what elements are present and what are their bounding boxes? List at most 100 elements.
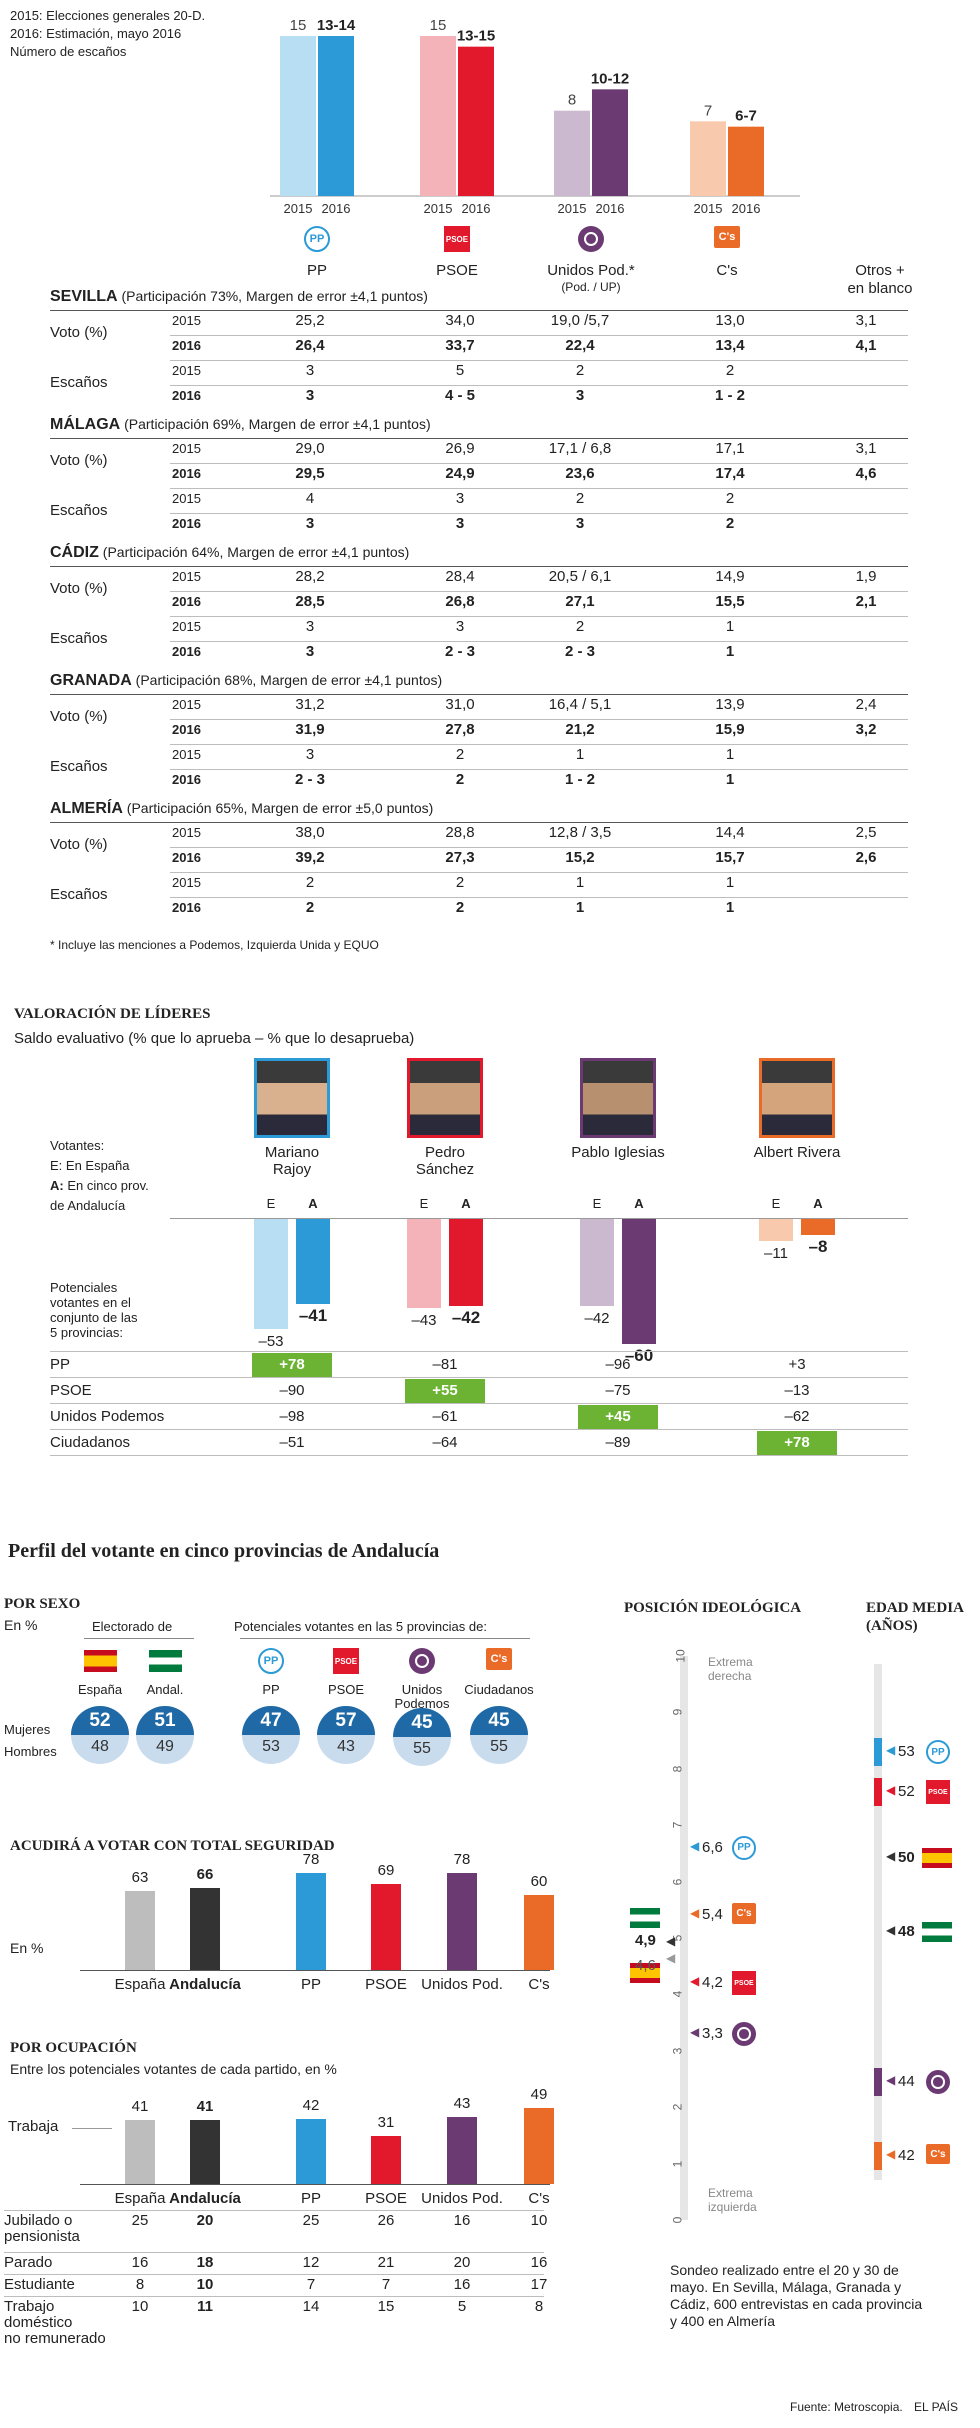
- table-cell: 2 - 3: [564, 643, 595, 660]
- table-cell: 17,1 / 6,8: [548, 440, 612, 457]
- leader-a-head: A: [634, 1196, 644, 1211]
- sexo-group-label: PSOE: [327, 1682, 365, 1697]
- ideo-top-label: derecha: [708, 1669, 752, 1683]
- leader-portrait-up: [580, 1058, 656, 1138]
- ideo-point-label: 4,9: [635, 1931, 656, 1949]
- ideo-marker: ◀: [690, 1838, 700, 1853]
- table-rule: [170, 513, 908, 514]
- seats-bar-2016-psoe: [458, 46, 494, 196]
- potentials-label: conjunto de las: [50, 1310, 138, 1325]
- ideo-top-label: Extrema: [708, 1655, 753, 1669]
- row-year: 2015: [172, 619, 201, 634]
- table-cell: 31,2: [295, 696, 325, 713]
- edad-point-label: 42: [898, 2147, 915, 2164]
- ocup-category: PP: [300, 2190, 321, 2207]
- ocup-bar: [190, 2120, 220, 2184]
- table-cell: 3: [305, 643, 315, 660]
- row-label-voto: Voto (%): [50, 452, 108, 469]
- edad-marker: ◀: [886, 2147, 896, 2161]
- table-cell: 1 - 2: [564, 771, 595, 788]
- ocup-cell: 15: [377, 2298, 395, 2315]
- leader-label-e-pp: –53: [258, 1333, 284, 1351]
- table-cell: 28,8: [445, 824, 475, 841]
- votar-bar: [125, 1891, 155, 1970]
- leaders-zero-line: [170, 1218, 908, 1219]
- table-cell: 2: [575, 362, 585, 379]
- party-name-pp: PP: [306, 262, 327, 279]
- potentials-label: Potenciales: [50, 1280, 118, 1295]
- leader-label-a-pp: –41: [298, 1306, 328, 1326]
- ocup-bar: [371, 2135, 401, 2184]
- ocup-row-label: no remunerado: [4, 2330, 106, 2347]
- votar-category: Unidos Pod.: [421, 1976, 503, 1993]
- row-label-voto: Voto (%): [50, 708, 108, 725]
- table-cell: 29,5: [295, 465, 325, 482]
- party-name-psoe: PSOE: [436, 262, 478, 279]
- ocup-value: 42: [302, 2096, 320, 2114]
- sexo-pie: 45 55: [470, 1706, 528, 1764]
- ideo-tick: 6: [670, 1878, 685, 1885]
- seats-year-2016: 2016: [322, 201, 351, 216]
- table-cell: 39,2: [295, 849, 325, 866]
- leader-name-psoe: Sánchez: [415, 1161, 475, 1178]
- table-cell: 17,1: [715, 440, 745, 457]
- table-cell: 26,8: [445, 593, 475, 610]
- province-name: GRANADA: [50, 672, 132, 689]
- edad-marker: ◀: [886, 1849, 896, 1863]
- ideo-tick: 2: [670, 2103, 685, 2111]
- table-cell: 13,4: [715, 337, 745, 354]
- sexo-pie-top: [242, 1706, 300, 1735]
- votar-bar: [190, 1887, 220, 1970]
- leader-portrait-pp: [254, 1058, 330, 1138]
- votar-bar: [524, 1895, 554, 1970]
- votar-category: PP: [300, 1976, 321, 1993]
- leader-bar-e-cs: [759, 1218, 793, 1242]
- sexo-pie-top: [71, 1706, 129, 1735]
- ideo-tick: 4: [670, 1991, 685, 1998]
- edad-marker: ◀: [886, 2073, 896, 2087]
- ocup-cell: 14: [302, 2298, 320, 2315]
- brand-logo: EL PAÍS: [914, 2400, 959, 2414]
- leader-label-e-psoe: –43: [411, 1312, 437, 1330]
- ocup-cell: 16: [530, 2254, 548, 2271]
- ocup-trabaja-label: Trabaja: [8, 2118, 59, 2135]
- sexo-value-h: 55: [490, 1738, 508, 1755]
- party-name-cs: C's: [716, 262, 738, 279]
- table-cell: 15,5: [715, 593, 745, 610]
- seats-bar-2015-pp: [280, 36, 316, 196]
- table-cell: 2: [305, 899, 315, 916]
- table-rule: [170, 744, 908, 745]
- ideo-bottom-label: izquierda: [708, 2200, 757, 2214]
- row-year: 2015: [172, 363, 201, 378]
- ocup-rule: [4, 2210, 544, 2211]
- sexo-elect-label: Electorado de: [92, 1619, 173, 1634]
- sexo-pie: 57 43: [317, 1706, 375, 1764]
- ocup-row-label: Estudiante: [4, 2276, 75, 2293]
- ocup-cell: 20: [453, 2254, 471, 2271]
- ideo-title: POSICIÓN IDEOLÓGICA: [624, 1600, 802, 1616]
- table-rule: [170, 847, 908, 848]
- sexo-pot-rule: [240, 1638, 530, 1639]
- row-label-voto: Voto (%): [50, 836, 108, 853]
- matrix-rule: [50, 1403, 908, 1404]
- sexo-value-h: 43: [337, 1738, 355, 1755]
- table-cell: 1: [725, 874, 735, 891]
- row-year: 2016: [172, 900, 201, 915]
- edad-segment: [874, 2142, 882, 2170]
- ocup-value: 41: [196, 2098, 214, 2116]
- edad-title: EDAD MEDIA: [866, 1600, 964, 1616]
- votar-baseline: [80, 1970, 550, 1971]
- ocup-rule: [4, 2274, 544, 2275]
- sexo-title: POR SEXO: [4, 1596, 81, 1612]
- ocup-cell: 10: [530, 2212, 548, 2229]
- votar-category: PSOE: [365, 1976, 407, 1993]
- sexo-pie-top: [136, 1706, 194, 1735]
- table-cell: 2 - 3: [294, 771, 325, 788]
- edad-segment: [874, 1778, 882, 1806]
- table-cell: 28,2: [295, 568, 325, 585]
- matrix-row-label: PP: [50, 1356, 71, 1373]
- matrix-row-label: Unidos Podemos: [50, 1408, 165, 1425]
- sexo-pie-top: [393, 1708, 451, 1737]
- table-rule: [170, 616, 908, 617]
- table-cell: 38,0: [295, 824, 325, 841]
